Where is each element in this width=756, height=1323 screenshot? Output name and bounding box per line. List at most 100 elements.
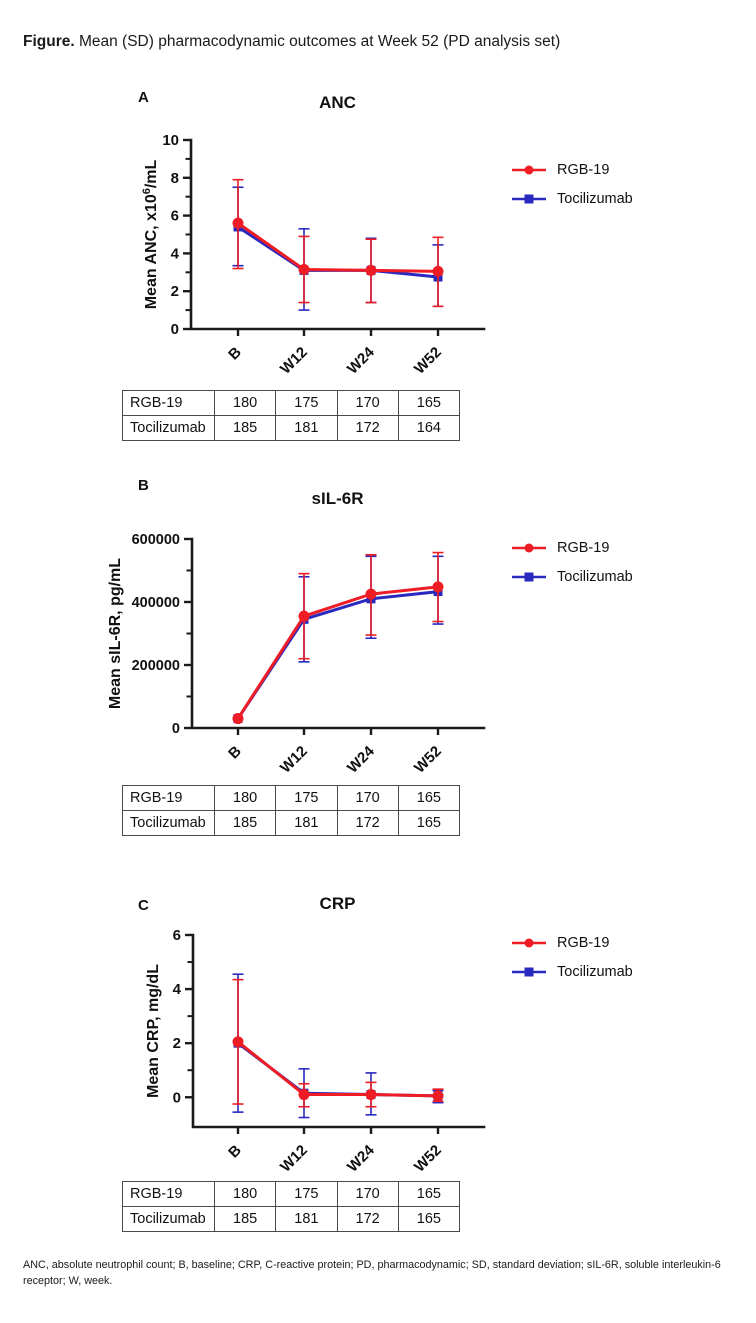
table-row-label: Tocilizumab [123, 416, 215, 441]
n-table-sil6r: RGB-19 180 175 170 165 Tocilizumab 185 1… [122, 785, 460, 836]
legend-label-rgb19: RGB-19 [557, 540, 610, 556]
table-cell: 165 [398, 1182, 460, 1207]
table-cell: 172 [337, 811, 399, 836]
rgb19-marker-icon [512, 165, 546, 175]
table-row-label: RGB-19 [123, 1182, 215, 1207]
table-row: Tocilizumab 185 181 172 164 [123, 416, 460, 441]
table-cell: 170 [337, 391, 399, 416]
legend-item-rgb19: RGB-19 [512, 158, 633, 182]
tocilizumab-marker-icon [512, 572, 546, 582]
table-cell: 185 [215, 416, 277, 441]
abbreviations-footnote: ANC, absolute neutrophil count; B, basel… [23, 1259, 721, 1287]
table-cell: 165 [398, 786, 460, 811]
table-cell: 181 [276, 811, 338, 836]
svg-text:0: 0 [171, 321, 179, 338]
svg-text:Mean CRP, mg/dL: Mean CRP, mg/dL [145, 964, 162, 1098]
svg-text:B: B [225, 1142, 245, 1162]
table-row: Tocilizumab 185 181 172 165 [123, 1207, 460, 1232]
table-cell: 180 [215, 786, 277, 811]
svg-text:8: 8 [171, 170, 179, 187]
svg-text:Mean ANC, x106/mL: Mean ANC, x106/mL [141, 159, 160, 309]
svg-text:W24: W24 [344, 343, 378, 377]
legend-sil6r: RGB-19 Tocilizumab [512, 536, 633, 594]
svg-text:W24: W24 [344, 1141, 378, 1175]
table-row: RGB-19 180 175 170 165 [123, 1182, 460, 1207]
rgb19-marker-icon [512, 543, 546, 553]
svg-text:W12: W12 [277, 743, 311, 777]
legend-item-tocilizumab: Tocilizumab [512, 565, 633, 589]
svg-text:10: 10 [162, 132, 179, 149]
legend-label-tocilizumab: Tocilizumab [557, 191, 633, 207]
table-cell: 180 [215, 391, 277, 416]
table-cell: 181 [276, 416, 338, 441]
figure-caption-label: Figure. [23, 33, 75, 50]
figure-caption-text: Mean (SD) pharmacodynamic outcomes at We… [74, 33, 561, 50]
tocilizumab-marker-icon [512, 967, 546, 977]
legend-item-tocilizumab: Tocilizumab [512, 960, 633, 984]
crp-chart: 0 2 4 6 B W12 W24 W52 Mean CRP, mg/dL [145, 927, 486, 1176]
rgb19-marker-icon [512, 938, 546, 948]
n-table-crp: RGB-19 180 175 170 165 Tocilizumab 185 1… [122, 1181, 460, 1232]
svg-text:200000: 200000 [132, 658, 180, 674]
table-row-label: Tocilizumab [123, 1207, 215, 1232]
table-cell: 175 [276, 786, 338, 811]
figure-caption: Figure. Mean (SD) pharmacodynamic outcom… [23, 33, 560, 51]
svg-text:4: 4 [171, 245, 180, 262]
chart-title-sil6r: sIL-6R [311, 489, 364, 508]
svg-text:B: B [225, 344, 245, 364]
svg-text:W24: W24 [344, 742, 378, 776]
svg-text:W12: W12 [277, 1142, 311, 1176]
svg-text:0: 0 [172, 721, 180, 737]
panel-letter-a: A [138, 89, 149, 106]
table-row-label: Tocilizumab [123, 811, 215, 836]
table-cell: 170 [337, 1182, 399, 1207]
table-cell: 172 [337, 1207, 399, 1232]
table-cell: 164 [398, 416, 460, 441]
n-table-anc: RGB-19 180 175 170 165 Tocilizumab 185 1… [122, 390, 460, 441]
svg-text:600000: 600000 [132, 532, 180, 548]
sil6r-chart: 0 200000 400000 600000 B W12 W24 W52 Mean sIL-6R… [107, 532, 486, 777]
table-cell: 165 [398, 1207, 460, 1232]
table-row: RGB-19 180 175 170 165 [123, 391, 460, 416]
table-cell: 170 [337, 786, 399, 811]
table-row-label: RGB-19 [123, 391, 215, 416]
table-cell: 185 [215, 1207, 277, 1232]
svg-text:2: 2 [171, 283, 179, 300]
panel-letter-c: C [138, 897, 149, 914]
table-cell: 172 [337, 416, 399, 441]
table-cell: 165 [398, 391, 460, 416]
table-cell: 175 [276, 1182, 338, 1207]
table-cell: 165 [398, 811, 460, 836]
chart-title-anc: ANC [319, 93, 356, 112]
legend-label-rgb19: RGB-19 [557, 935, 610, 951]
svg-text:0: 0 [173, 1089, 181, 1106]
svg-text:W52: W52 [411, 344, 445, 378]
table-row: RGB-19 180 175 170 165 [123, 786, 460, 811]
table-row-label: RGB-19 [123, 786, 215, 811]
svg-text:W52: W52 [411, 1142, 445, 1176]
legend-label-tocilizumab: Tocilizumab [557, 964, 633, 980]
tocilizumab-marker-icon [512, 194, 546, 204]
svg-text:W12: W12 [277, 344, 311, 378]
svg-text:400000: 400000 [132, 595, 180, 611]
legend-item-tocilizumab: Tocilizumab [512, 187, 633, 211]
svg-text:W52: W52 [411, 743, 445, 777]
table-cell: 180 [215, 1182, 277, 1207]
svg-text:Mean sIL-6R, pg/mL: Mean sIL-6R, pg/mL [107, 558, 124, 709]
legend-anc: RGB-19 Tocilizumab [512, 158, 633, 216]
table-cell: 181 [276, 1207, 338, 1232]
chart-title-crp: CRP [319, 894, 356, 913]
anc-chart: 0 2 4 6 8 10 B W12 W24 W52 Mean ANC, x106/mL [141, 132, 486, 378]
legend-label-tocilizumab: Tocilizumab [557, 569, 633, 585]
svg-text:6: 6 [171, 208, 179, 225]
panel-letter-b: B [138, 477, 149, 494]
legend-label-rgb19: RGB-19 [557, 162, 610, 178]
svg-text:B: B [225, 743, 245, 763]
legend-item-rgb19: RGB-19 [512, 536, 633, 560]
legend-crp: RGB-19 Tocilizumab [512, 931, 633, 989]
table-cell: 185 [215, 811, 277, 836]
svg-text:6: 6 [173, 927, 181, 944]
table-cell: 175 [276, 391, 338, 416]
svg-text:4: 4 [173, 981, 182, 998]
table-row: Tocilizumab 185 181 172 165 [123, 811, 460, 836]
